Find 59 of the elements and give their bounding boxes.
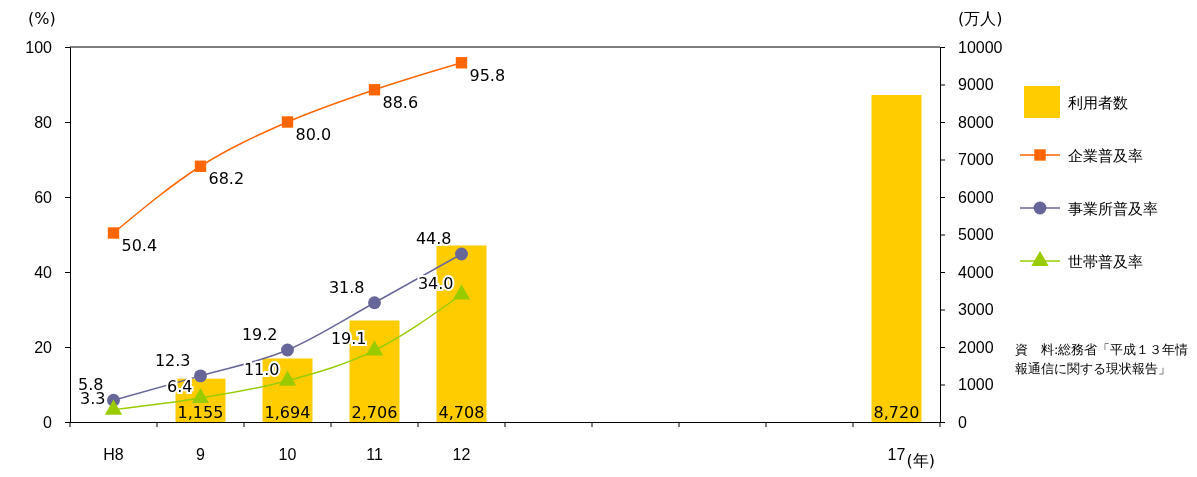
legend-label: 事業所普及率	[1068, 200, 1158, 218]
y2-tick-label: 2000	[958, 338, 994, 356]
x-tick-label: 10	[278, 446, 297, 464]
point	[194, 369, 207, 383]
data-label: 12.3	[154, 350, 191, 370]
point	[365, 340, 384, 356]
y2-tick-label: 6000	[958, 188, 994, 206]
y2-tick-label: 7000	[958, 151, 994, 169]
text: 資 料:総務省「平成１３年情報通信に関する現状報告」	[1015, 341, 1190, 378]
x-tick-label: 17	[887, 446, 906, 464]
data-label: 1,155	[177, 403, 224, 422]
y-tick-label: 40	[34, 263, 53, 281]
point	[455, 247, 468, 261]
data-label: 50.4	[121, 236, 158, 255]
x-tick-label: 9	[196, 446, 206, 464]
legend-label: 利用者数	[1068, 94, 1128, 112]
data-label: 88.6	[382, 92, 419, 112]
y2-tick-label: 3000	[958, 301, 994, 319]
data-label: 2,706	[351, 403, 398, 422]
data-label: 1,694	[264, 403, 311, 422]
y-tick-label: 80	[34, 113, 53, 131]
point	[104, 399, 123, 415]
y-tick-label: 100	[25, 38, 53, 56]
data-label: 80.0	[295, 125, 332, 144]
y-tick-label: 20	[34, 338, 53, 356]
x-tick-label: 11	[366, 446, 383, 464]
point	[368, 84, 381, 96]
legend-label: 世帯普及率	[1068, 253, 1143, 271]
data-label: 19.2	[241, 325, 278, 344]
bar	[871, 95, 922, 422]
y2-tick-label: 4000	[958, 263, 994, 281]
point	[281, 343, 294, 357]
y2-axis-title: (万人)	[958, 9, 1003, 28]
data-label: 68.2	[208, 169, 245, 189]
y-tick-label: 0	[43, 413, 53, 431]
data-label: 95.8	[469, 65, 506, 85]
data-label: 4,708	[438, 403, 485, 422]
point	[455, 57, 468, 69]
point	[452, 284, 471, 300]
x-axis-title: (年)	[906, 451, 935, 470]
y2-tick-label: 0	[958, 413, 967, 431]
y2-tick-label: 5000	[958, 226, 994, 244]
point	[194, 160, 207, 172]
data-label: 31.8	[328, 277, 365, 297]
data-label: 8,720	[873, 403, 920, 422]
y2-tick-label: 1000	[958, 376, 994, 394]
data-label: 44.8	[415, 229, 452, 248]
y2-tick-label: 9000	[958, 76, 994, 94]
x-tick-label: H8	[103, 446, 124, 464]
point	[278, 370, 297, 386]
y2-tick-label: 8000	[958, 113, 994, 131]
x-tick-label: 12	[452, 446, 471, 464]
point	[281, 116, 294, 128]
y-tick-label: 60	[34, 188, 53, 206]
y-axis-title: (%)	[28, 9, 56, 28]
point	[368, 296, 381, 310]
y2-tick-label: 10000	[958, 38, 1003, 56]
point	[107, 227, 120, 239]
legend-label: 企業普及率	[1068, 147, 1143, 165]
